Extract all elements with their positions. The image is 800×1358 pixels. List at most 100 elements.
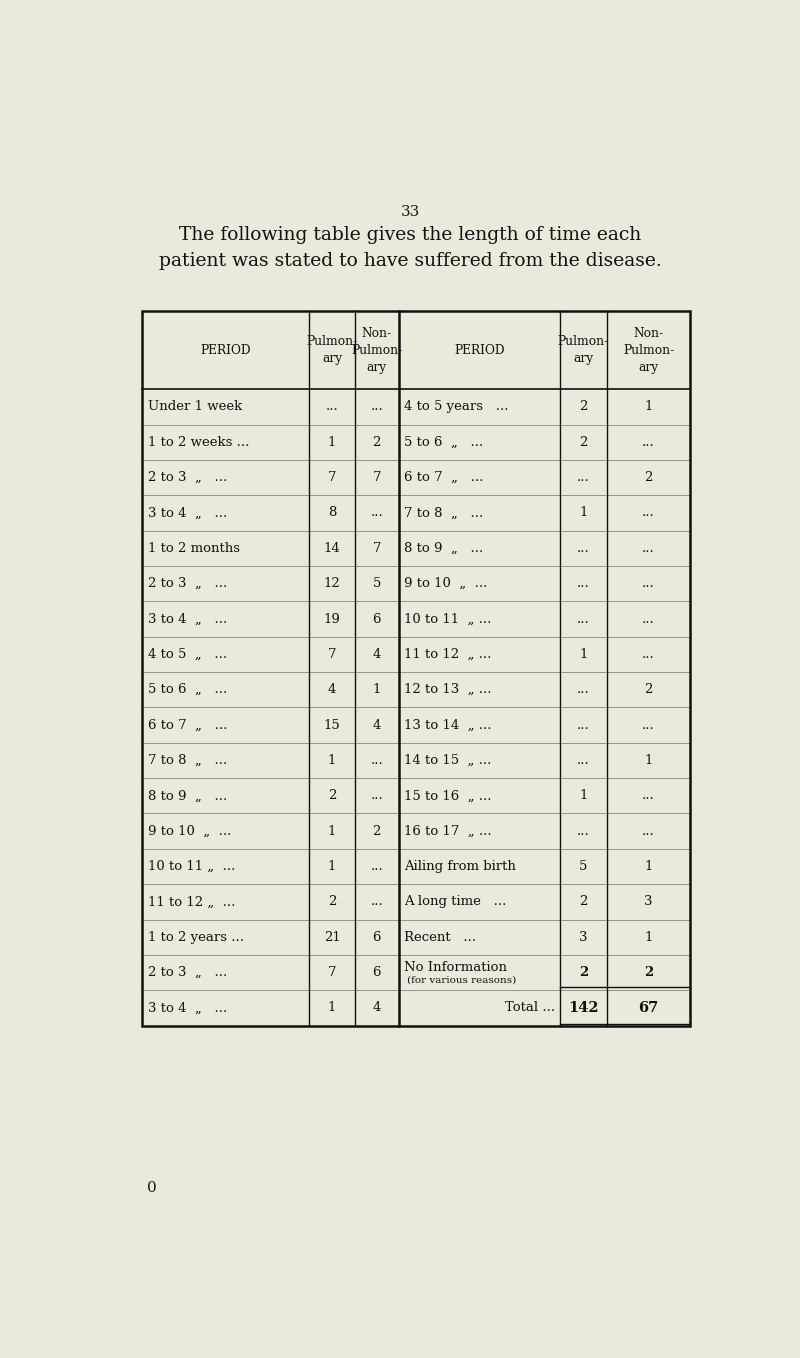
Text: (for various reasons): (for various reasons) [407, 976, 516, 985]
Text: 7: 7 [373, 542, 381, 555]
Text: ...: ... [642, 507, 655, 520]
Text: 7: 7 [328, 966, 336, 979]
Text: Pulmon-
ary: Pulmon- ary [558, 335, 609, 365]
Text: ...: ... [642, 577, 655, 591]
Text: ...: ... [642, 789, 655, 803]
Text: ...: ... [370, 754, 383, 767]
Text: 1: 1 [644, 401, 653, 413]
Text: 7 to 8  „   ...: 7 to 8 „ ... [148, 754, 227, 767]
Text: ...: ... [642, 824, 655, 838]
Text: ...: ... [577, 824, 590, 838]
Text: 2 to 3  „   ...: 2 to 3 „ ... [148, 471, 227, 483]
Text: 12 to 13  „ ...: 12 to 13 „ ... [404, 683, 492, 697]
Text: 1: 1 [328, 824, 336, 838]
Text: 16 to 17  „ ...: 16 to 17 „ ... [404, 824, 492, 838]
Text: 10 to 11 „  ...: 10 to 11 „ ... [148, 860, 235, 873]
Text: Ailing from birth: Ailing from birth [404, 860, 516, 873]
Text: PERIOD: PERIOD [454, 344, 505, 357]
Text: 15 to 16  „ ...: 15 to 16 „ ... [404, 789, 492, 803]
Text: 1: 1 [644, 860, 653, 873]
Text: 2: 2 [373, 824, 381, 838]
Text: PERIOD: PERIOD [201, 344, 251, 357]
Text: 1: 1 [328, 1001, 336, 1014]
Text: Under 1 week: Under 1 week [148, 401, 242, 413]
Text: 21: 21 [324, 930, 341, 944]
Text: 2: 2 [328, 895, 336, 909]
Text: Recent   ...: Recent ... [404, 930, 476, 944]
Text: ...: ... [370, 789, 383, 803]
Text: 7: 7 [328, 471, 336, 483]
Text: 8 to 9  „   ...: 8 to 9 „ ... [148, 789, 227, 803]
Text: 4: 4 [373, 718, 381, 732]
Text: 5 to 6  „   ...: 5 to 6 „ ... [404, 436, 483, 448]
Text: Total ...: Total ... [506, 1001, 555, 1014]
Text: 7: 7 [328, 648, 336, 661]
Text: 1: 1 [373, 683, 381, 697]
Text: 2: 2 [644, 966, 654, 979]
Text: 6: 6 [373, 930, 381, 944]
Text: ...: ... [370, 860, 383, 873]
Text: 2: 2 [579, 401, 587, 413]
Text: 2: 2 [373, 436, 381, 448]
Text: 2: 2 [328, 789, 336, 803]
Text: 6: 6 [373, 612, 381, 626]
Text: No Information: No Information [404, 961, 507, 975]
Text: 2: 2 [579, 436, 587, 448]
Text: ...: ... [577, 577, 590, 591]
Text: 5: 5 [373, 577, 381, 591]
Text: 6 to 7  „   ...: 6 to 7 „ ... [404, 471, 483, 483]
Text: 4: 4 [328, 683, 336, 697]
Text: ...: ... [642, 436, 655, 448]
Text: 1 to 2 months: 1 to 2 months [148, 542, 240, 555]
Text: ...: ... [370, 507, 383, 520]
Text: ...: ... [642, 648, 655, 661]
Text: 8 to 9  „   ...: 8 to 9 „ ... [404, 542, 483, 555]
Text: 1: 1 [328, 436, 336, 448]
Text: 4: 4 [373, 648, 381, 661]
Text: ...: ... [577, 471, 590, 483]
Text: 1: 1 [328, 860, 336, 873]
Text: ...: ... [577, 683, 590, 697]
Text: 8: 8 [328, 507, 336, 520]
Text: 7: 7 [373, 471, 381, 483]
Text: 3: 3 [644, 895, 653, 909]
Text: 5: 5 [579, 860, 587, 873]
Text: 142: 142 [568, 1001, 598, 1014]
Text: 12: 12 [324, 577, 341, 591]
Text: 2: 2 [644, 683, 653, 697]
Text: 4 to 5 years   ...: 4 to 5 years ... [404, 401, 509, 413]
Text: A long time   ...: A long time ... [404, 895, 506, 909]
Text: 3 to 4  „   ...: 3 to 4 „ ... [148, 1001, 227, 1014]
Text: 2: 2 [644, 471, 653, 483]
Text: 33: 33 [400, 205, 420, 219]
Text: 9 to 10  „  ...: 9 to 10 „ ... [148, 824, 231, 838]
Text: 2 to 3  „   ...: 2 to 3 „ ... [148, 577, 227, 591]
Text: 14 to 15  „ ...: 14 to 15 „ ... [404, 754, 491, 767]
Text: 2: 2 [578, 966, 588, 979]
Text: 4: 4 [373, 1001, 381, 1014]
Text: ...: ... [326, 401, 338, 413]
Text: 3 to 4  „   ...: 3 to 4 „ ... [148, 507, 227, 520]
Text: 14: 14 [324, 542, 341, 555]
Text: 1: 1 [579, 648, 587, 661]
Text: ...: ... [370, 401, 383, 413]
Text: ...: ... [577, 718, 590, 732]
Text: 9 to 10  „  ...: 9 to 10 „ ... [404, 577, 487, 591]
Text: 1: 1 [644, 930, 653, 944]
Text: 1 to 2 weeks ...: 1 to 2 weeks ... [148, 436, 249, 448]
Text: 67: 67 [638, 1001, 658, 1014]
Text: ...: ... [577, 612, 590, 626]
Text: ...: ... [642, 718, 655, 732]
Text: 3: 3 [579, 930, 588, 944]
Text: ...: ... [577, 542, 590, 555]
Text: 13 to 14  „ ...: 13 to 14 „ ... [404, 718, 492, 732]
Text: 1: 1 [579, 507, 587, 520]
Text: The following table gives the length of time each: The following table gives the length of … [179, 225, 641, 243]
Text: ...: ... [642, 542, 655, 555]
Text: 4 to 5  „   ...: 4 to 5 „ ... [148, 648, 226, 661]
Text: 1: 1 [579, 789, 587, 803]
Text: 10 to 11  „ ...: 10 to 11 „ ... [404, 612, 491, 626]
Text: 1 to 2 years ...: 1 to 2 years ... [148, 930, 244, 944]
Text: 2 to 3  „   ...: 2 to 3 „ ... [148, 966, 227, 979]
Text: Pulmon-
ary: Pulmon- ary [306, 335, 358, 365]
